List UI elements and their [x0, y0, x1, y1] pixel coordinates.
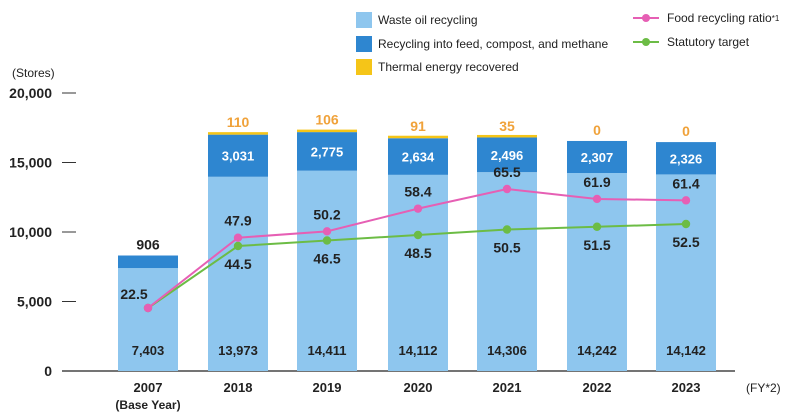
bar-label-feed-compost: 2,496	[491, 148, 524, 163]
x-tick-label: 2020	[404, 380, 433, 395]
legend-label-feed-compost: Recycling into feed, compost, and methan…	[378, 37, 609, 51]
line-label-ratio: 65.5	[493, 164, 520, 180]
food-ratio-superscript: *1	[771, 13, 780, 23]
bar-label-feed-compost: 2,326	[670, 151, 703, 166]
line-point-1	[681, 219, 691, 229]
bar-label-waste-oil: 14,242	[577, 343, 617, 358]
bar-label-feed-compost: 906	[136, 237, 160, 253]
y-tick-label: 10,000	[9, 224, 52, 240]
bar-label-feed-compost: 2,307	[581, 150, 614, 165]
x-tick-label: 2021	[493, 380, 522, 395]
x-tick-label: 2022	[583, 380, 612, 395]
legend-item-thermal: Thermal energy recovered	[356, 59, 519, 75]
line-point-0	[592, 194, 602, 204]
line-label-ratio: 58.4	[404, 184, 431, 200]
bar-label-thermal: 106	[315, 112, 339, 128]
statutory-swatch	[633, 36, 659, 48]
bar-label-feed-compost: 3,031	[222, 149, 255, 164]
line-label-statutory: 48.5	[404, 245, 431, 261]
x-tick-label: 2019	[313, 380, 342, 395]
line-label-statutory: 46.5	[313, 251, 340, 267]
bar-segment-1	[477, 137, 537, 173]
legend-item-food-ratio: Food recycling ratio *1	[633, 11, 779, 25]
line-point-1	[413, 230, 423, 240]
bar-segment-0	[118, 268, 178, 371]
bar-segment-0	[208, 176, 268, 371]
waste-oil-swatch	[356, 12, 372, 28]
bar-label-feed-compost: 2,634	[402, 150, 435, 165]
x-tick-label: 2018	[224, 380, 253, 395]
line-point-0	[502, 184, 512, 194]
x-axis-unit-label: (FY*2)	[746, 381, 781, 395]
line-point-1	[592, 222, 602, 231]
line-label-ratio: 61.4	[672, 175, 699, 191]
y-axis-unit-label: (Stores)	[12, 66, 55, 80]
bar-segment-0	[567, 173, 627, 371]
line-point-0	[413, 204, 423, 213]
bar-label-feed-compost: 2,775	[311, 144, 344, 159]
bar-segment-0	[297, 170, 357, 371]
bar-segment-2	[297, 129, 357, 133]
bar-segment-0	[656, 174, 716, 371]
y-tick-label: 5,000	[17, 294, 52, 310]
bar-segment-1	[567, 140, 627, 174]
bar-segment-0	[477, 172, 537, 371]
bar-label-waste-oil: 13,973	[218, 343, 258, 358]
line-label-statutory: 50.5	[493, 240, 520, 256]
x-tick-label: 2007	[134, 380, 163, 395]
bar-label-waste-oil: 14,411	[307, 343, 346, 358]
food-ratio-swatch	[633, 12, 659, 24]
bar-segment-1	[208, 134, 268, 177]
bar-label-waste-oil: 14,142	[666, 343, 706, 358]
bar-label-thermal: 110	[227, 114, 250, 130]
line-label-statutory: 51.5	[583, 237, 610, 253]
legend-item-waste-oil: Waste oil recycling	[356, 12, 478, 28]
bar-label-thermal: 0	[593, 122, 601, 138]
feed-compost-swatch	[356, 36, 372, 52]
legend-label-food-ratio: Food recycling ratio	[667, 11, 772, 25]
legend-label-thermal: Thermal energy recovered	[378, 60, 519, 74]
line-label-statutory: 52.5	[672, 234, 699, 250]
legend-item-statutory: Statutory target	[633, 35, 749, 49]
y-tick-label: 15,000	[9, 155, 52, 171]
line-point-1	[322, 236, 332, 245]
line-point-0	[681, 196, 691, 205]
line-label-ratio: 61.9	[583, 174, 610, 190]
bar-segment-1	[388, 138, 448, 175]
bar-label-waste-oil: 14,112	[398, 343, 437, 358]
line-label-ratio: 22.5	[120, 286, 147, 302]
line-point-1	[233, 241, 243, 251]
line-label-ratio: 50.2	[313, 206, 340, 222]
x-tick-sublabel: (Base Year)	[115, 398, 180, 412]
line-label-ratio: 47.9	[224, 213, 251, 229]
legend-label-statutory: Statutory target	[667, 35, 750, 49]
y-tick-label: 0	[44, 363, 52, 379]
line-label-statutory: 44.5	[224, 256, 251, 272]
bar-label-waste-oil: 7,403	[132, 343, 165, 358]
bar-label-thermal: 0	[682, 123, 690, 139]
line-point-0	[143, 303, 153, 313]
line-point-0	[233, 233, 243, 242]
bar-segment-1	[656, 142, 716, 175]
bar-label-thermal: 91	[410, 118, 426, 134]
line-point-1	[502, 225, 512, 234]
bar-segment-2	[388, 135, 448, 139]
legend-label-waste-oil: Waste oil recycling	[378, 13, 478, 27]
x-tick-label: 2023	[672, 380, 701, 395]
bar-segment-1	[118, 255, 178, 269]
y-tick-label: 20,000	[9, 85, 52, 101]
legend-item-feed-compost: Recycling into feed, compost, and methan…	[356, 36, 608, 52]
line-point-0	[322, 227, 332, 236]
bar-segment-2	[477, 134, 537, 138]
bar-label-thermal: 35	[499, 118, 515, 134]
thermal-swatch	[356, 59, 372, 75]
bar-segment-2	[208, 132, 268, 135]
bar-segment-1	[297, 132, 357, 171]
bar-label-waste-oil: 14,306	[487, 343, 527, 358]
